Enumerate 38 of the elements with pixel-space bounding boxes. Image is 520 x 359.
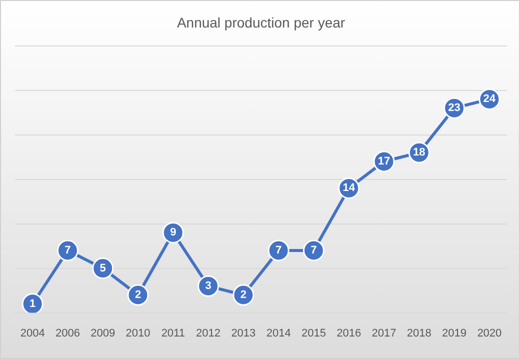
x-tick-label: 2019 — [442, 327, 467, 340]
data-label: 18 — [413, 146, 426, 159]
x-tick-label: 2020 — [477, 327, 502, 340]
data-label: 7 — [64, 244, 71, 257]
data-label: 17 — [378, 156, 390, 168]
point — [302, 240, 324, 262]
data-label: 2 — [240, 289, 246, 302]
data-label: 3 — [205, 280, 212, 292]
data-label: 2 — [134, 289, 142, 302]
x-tick-label: 2006 — [55, 327, 80, 340]
point — [127, 284, 149, 306]
point — [198, 275, 220, 297]
data-label: 7 — [310, 244, 317, 257]
chart-title: Annual production per year — [176, 14, 346, 30]
point — [268, 240, 290, 262]
data-label: 23 — [448, 102, 460, 114]
x-tick-label: 2018 — [406, 327, 432, 340]
x-tick-label: 2013 — [231, 327, 256, 340]
x-tick-label: 2012 — [196, 327, 221, 340]
x-tick-label: 2016 — [336, 327, 362, 340]
data-label: 7 — [276, 244, 282, 257]
data-label: 9 — [170, 226, 176, 239]
x-tick-label: 2011 — [161, 327, 185, 340]
data-label: 14 — [342, 182, 356, 194]
data-label: 5 — [100, 262, 106, 274]
point — [92, 258, 114, 280]
x-tick-label: 2004 — [20, 327, 45, 340]
point — [56, 240, 78, 262]
x-tick-label: 2010 — [126, 327, 150, 340]
point — [22, 293, 44, 313]
point — [232, 284, 254, 306]
x-tick-label: 2017 — [372, 327, 396, 340]
data-label: 24 — [483, 93, 496, 106]
x-tick-label: 2014 — [266, 327, 291, 340]
x-tick-label: 2015 — [301, 327, 326, 340]
data-label: 1 — [30, 298, 36, 310]
point — [162, 222, 184, 244]
x-tick-label: 2009 — [90, 327, 116, 340]
